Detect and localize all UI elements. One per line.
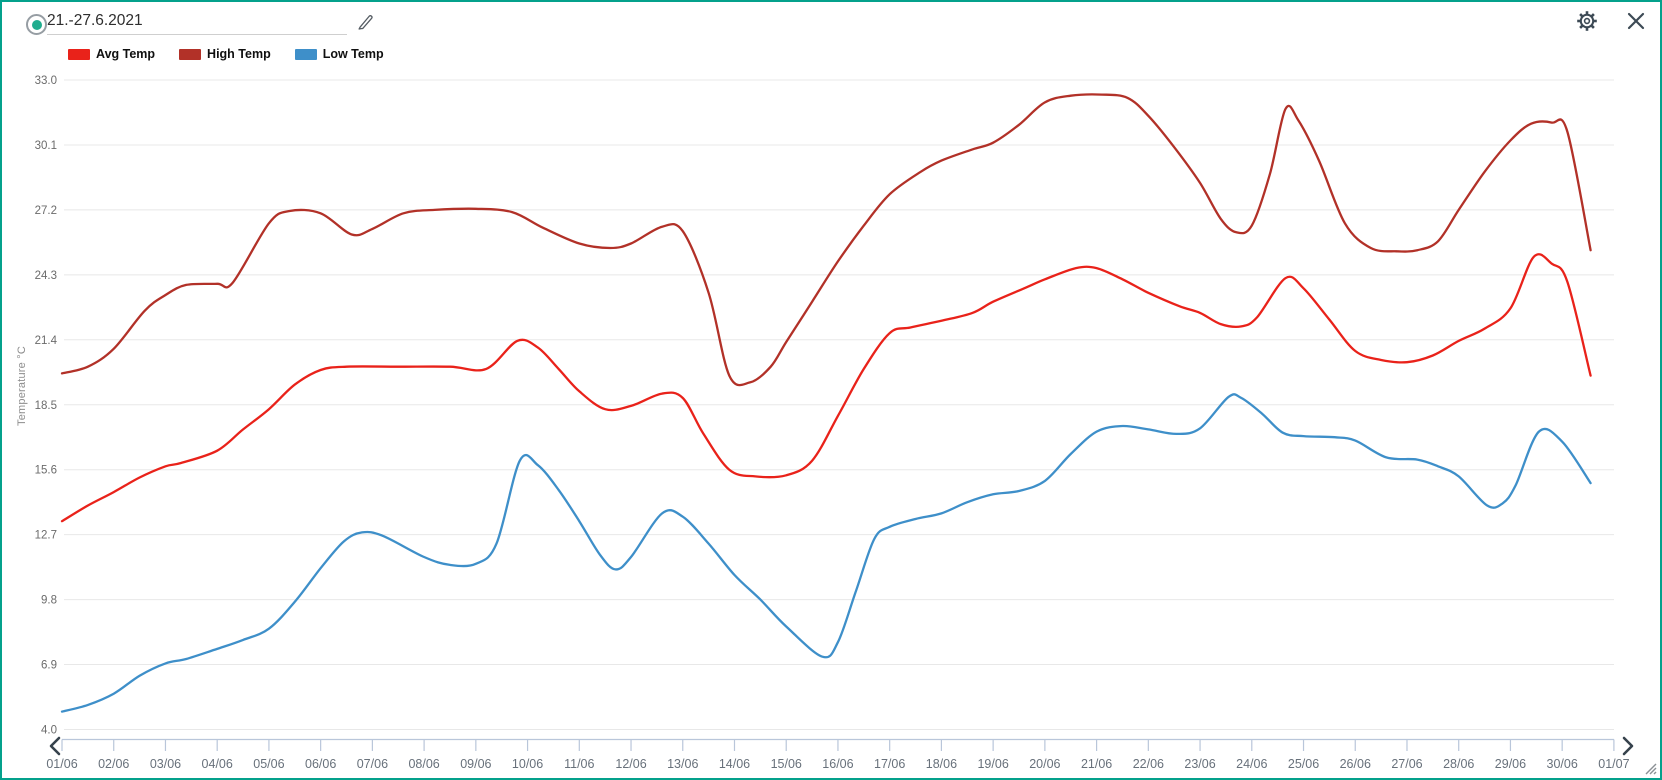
x-tick-label: 29/06 xyxy=(1495,757,1526,771)
y-tick-label: 18.5 xyxy=(35,400,57,412)
x-tick-label: 25/06 xyxy=(1288,757,1319,771)
legend-label: Avg Temp xyxy=(96,47,156,61)
date-range-radio[interactable] xyxy=(26,14,47,35)
y-tick-label: 21.4 xyxy=(35,335,58,347)
x-tick-label: 15/06 xyxy=(771,757,802,771)
x-tick-label: 07/06 xyxy=(357,757,388,771)
y-tick-label: 9.8 xyxy=(41,595,57,607)
x-tick-label: 24/06 xyxy=(1236,757,1267,771)
x-tick-label: 22/06 xyxy=(1133,757,1164,771)
x-tick-label: 13/06 xyxy=(667,757,698,771)
avg-temp-line xyxy=(60,253,1592,523)
x-tick-label: 09/06 xyxy=(460,757,491,771)
x-tick-label: 12/06 xyxy=(615,757,646,771)
x-tick-label: 11/06 xyxy=(564,757,594,771)
next-period-button[interactable] xyxy=(1620,736,1636,756)
x-tick-label: 04/06 xyxy=(202,757,233,771)
y-tick-label: 15.6 xyxy=(35,465,57,477)
x-tick-label: 27/06 xyxy=(1391,757,1422,771)
legend-swatch xyxy=(179,48,202,60)
x-tick-label: 01/07 xyxy=(1598,757,1629,771)
x-tick-label: 26/06 xyxy=(1340,757,1371,771)
x-tick-label: 06/06 xyxy=(305,757,336,771)
x-tick-label: 30/06 xyxy=(1547,757,1578,771)
legend-item-avg-temp[interactable]: Avg Temp xyxy=(68,47,155,61)
close-icon[interactable] xyxy=(1626,11,1646,31)
y-tick-label: 27.2 xyxy=(35,205,57,217)
x-tick-label: 28/06 xyxy=(1443,757,1474,771)
x-tick-label: 14/06 xyxy=(719,757,750,771)
x-tick-label: 08/06 xyxy=(408,757,439,771)
y-tick-label: 33.0 xyxy=(35,75,57,87)
y-tick-label: 6.9 xyxy=(41,660,57,672)
high-temp-line xyxy=(60,93,1592,387)
low-temp-line xyxy=(60,393,1592,713)
y-tick-label: 4.0 xyxy=(41,725,57,737)
x-tick-label: 01/06 xyxy=(46,757,77,771)
legend-item-low-temp[interactable]: Low Temp xyxy=(294,47,384,61)
x-tick-label: 23/06 xyxy=(1184,757,1215,771)
legend-swatch xyxy=(68,48,90,60)
x-tick-label: 19/06 xyxy=(977,757,1008,771)
x-tick-label: 17/06 xyxy=(874,757,905,771)
x-tick-label: 05/06 xyxy=(253,757,284,771)
legend-label: High Temp xyxy=(207,47,271,61)
x-tick-label: 18/06 xyxy=(926,757,957,771)
x-tick-label: 20/06 xyxy=(1029,757,1060,771)
x-tick-label: 10/06 xyxy=(512,757,543,771)
x-tick-label: 16/06 xyxy=(822,757,853,771)
resize-handle[interactable] xyxy=(1643,761,1657,775)
legend-label: Low Temp xyxy=(322,47,384,61)
legend-swatch xyxy=(294,48,317,60)
legend-item-high-temp[interactable]: High Temp xyxy=(179,47,271,61)
x-tick-label: 03/06 xyxy=(150,757,181,771)
legend: Avg Temp High Temp Low Temp xyxy=(68,47,384,61)
date-range-input[interactable] xyxy=(47,8,347,35)
y-tick-label: 30.1 xyxy=(35,140,57,152)
gear-icon[interactable] xyxy=(1576,10,1598,32)
y-axis-title: Temperature °C xyxy=(16,346,28,426)
radio-dot xyxy=(31,19,42,30)
pencil-icon[interactable] xyxy=(357,13,375,33)
y-tick-label: 12.7 xyxy=(35,530,57,542)
x-tick-label: 02/06 xyxy=(98,757,129,771)
x-tick-label: 21/06 xyxy=(1081,757,1112,771)
y-tick-label: 24.3 xyxy=(35,270,57,282)
prev-period-button[interactable] xyxy=(47,736,63,756)
